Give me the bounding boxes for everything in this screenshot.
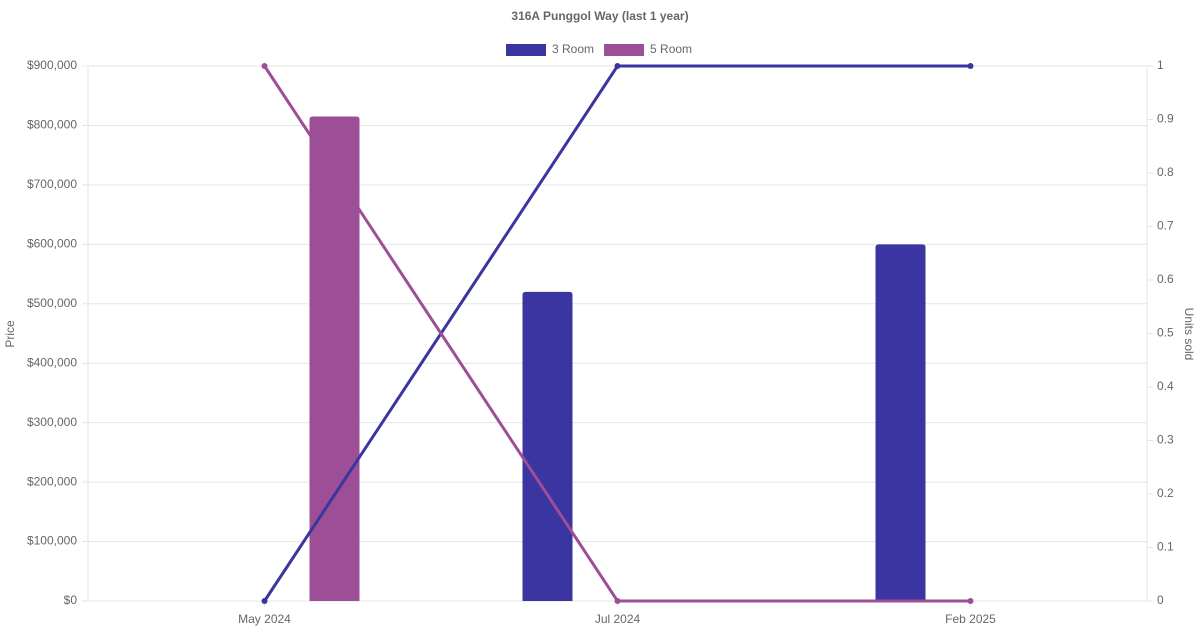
point [261, 63, 268, 69]
point [967, 598, 974, 604]
line [263, 65, 971, 603]
point [967, 63, 974, 69]
legend-label: 5 Room [650, 42, 692, 56]
y2-axis-label: Units sold [1182, 308, 1196, 361]
y-tick-label: $500,000 [27, 296, 77, 310]
y-tick-label: $400,000 [27, 355, 77, 369]
bar [875, 244, 926, 602]
x-tick-label: Jul 2024 [595, 612, 641, 626]
x-tick-label: May 2024 [238, 612, 291, 626]
y2-tick-label: 0.7 [1157, 219, 1174, 233]
point [261, 598, 268, 604]
legend-label: 3 Room [552, 42, 594, 56]
y2-tick-label: 0.5 [1157, 326, 1174, 340]
y2-tick-label: 0.6 [1157, 272, 1174, 286]
y2-tick-label: 0.2 [1157, 486, 1174, 500]
point [614, 598, 621, 604]
x-tick-label: Feb 2025 [945, 612, 996, 626]
point [614, 63, 621, 69]
y2-tick-label: 0.3 [1157, 433, 1174, 447]
y2-tick-label: 0.9 [1157, 112, 1174, 126]
y-tick-label: $100,000 [27, 534, 77, 548]
y2-tick-label: 1 [1157, 58, 1164, 72]
y-tick-label: $900,000 [27, 58, 77, 72]
y2-tick-label: 0.4 [1157, 379, 1174, 393]
y-tick-label: $0 [64, 593, 78, 607]
y-axis-label: Price [3, 320, 17, 348]
y-tick-label: $300,000 [27, 415, 77, 429]
legend-swatch [506, 44, 546, 56]
bar [309, 116, 360, 602]
y-tick-label: $200,000 [27, 474, 77, 488]
y-tick-label: $600,000 [27, 237, 77, 251]
y2-tick-label: 0.1 [1157, 540, 1174, 554]
y2-tick-label: 0.8 [1157, 165, 1174, 179]
line [263, 64, 971, 602]
bar [522, 291, 573, 601]
y-tick-label: $800,000 [27, 118, 77, 132]
legend-swatch [604, 44, 645, 56]
y2-tick-label: 0 [1157, 593, 1164, 607]
y-tick-label: $700,000 [27, 177, 77, 191]
chart-title: 316A Punggol Way (last 1 year) [511, 9, 688, 23]
